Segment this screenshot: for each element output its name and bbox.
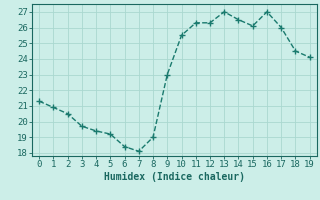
X-axis label: Humidex (Indice chaleur): Humidex (Indice chaleur) <box>104 172 245 182</box>
